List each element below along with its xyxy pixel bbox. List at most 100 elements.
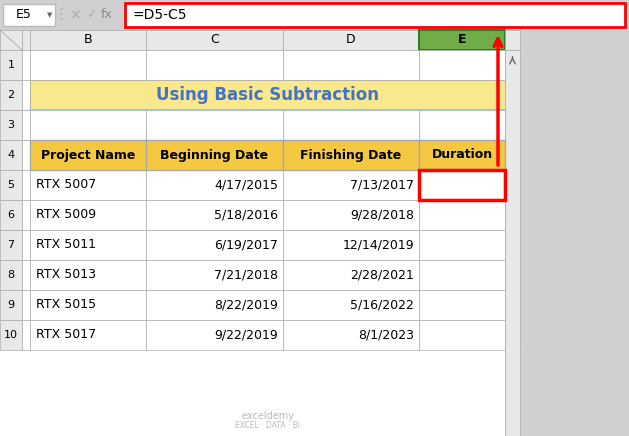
Bar	[419, 30, 505, 50]
Bar	[505, 230, 520, 260]
Bar	[0, 170, 22, 200]
Bar	[22, 230, 30, 260]
Text: ▼: ▼	[47, 12, 53, 18]
Text: RTX 5015: RTX 5015	[36, 299, 96, 311]
Bar	[419, 320, 505, 350]
Bar	[30, 30, 146, 50]
Text: fx: fx	[101, 8, 113, 21]
Bar	[0, 230, 22, 260]
Bar	[283, 320, 419, 350]
Bar	[146, 80, 283, 110]
Text: =D5-C5: =D5-C5	[133, 8, 187, 22]
Bar	[283, 260, 419, 290]
Text: E5: E5	[16, 8, 32, 21]
Text: B: B	[84, 34, 92, 47]
Text: 7: 7	[8, 240, 14, 250]
Text: 8/1/2023: 8/1/2023	[358, 328, 414, 341]
Text: Using Basic Subtraction: Using Basic Subtraction	[156, 86, 379, 104]
Bar	[30, 260, 146, 290]
Text: ⋮: ⋮	[53, 7, 69, 23]
Bar	[146, 200, 283, 230]
Bar	[505, 110, 520, 140]
Bar	[283, 290, 419, 320]
Text: RTX 5017: RTX 5017	[36, 328, 96, 341]
Bar	[505, 260, 520, 290]
Bar	[22, 80, 30, 110]
Text: 818: 818	[476, 178, 500, 191]
Bar	[0, 290, 22, 320]
Bar	[283, 110, 419, 140]
Text: 1: 1	[8, 60, 14, 70]
Bar	[283, 230, 419, 260]
Bar	[22, 260, 30, 290]
Text: 9: 9	[8, 300, 14, 310]
Text: 12/14/2019: 12/14/2019	[342, 238, 414, 252]
Bar	[505, 80, 520, 110]
Text: RTX 5007: RTX 5007	[36, 178, 96, 191]
Text: D: D	[346, 34, 356, 47]
Bar	[30, 230, 146, 260]
Bar	[146, 140, 283, 170]
Bar	[0, 260, 22, 290]
Bar	[283, 30, 419, 50]
Text: 5: 5	[8, 180, 14, 190]
Text: E: E	[458, 34, 466, 47]
Text: 6/19/2017: 6/19/2017	[214, 238, 278, 252]
Bar	[419, 50, 505, 80]
Text: Finishing Date: Finishing Date	[301, 149, 402, 161]
Text: EXCEL · DATA · BI: EXCEL · DATA · BI	[235, 420, 300, 429]
Text: Project Name: Project Name	[41, 149, 135, 161]
Text: 7/21/2018: 7/21/2018	[214, 269, 278, 282]
Bar	[30, 140, 146, 170]
Bar	[505, 290, 520, 320]
Bar	[419, 290, 505, 320]
Bar	[419, 110, 505, 140]
Bar	[0, 320, 22, 350]
Bar	[22, 200, 30, 230]
Bar	[125, 3, 625, 27]
Text: 2/28/2021: 2/28/2021	[350, 269, 414, 282]
Bar	[0, 110, 22, 140]
Bar	[283, 80, 419, 110]
Text: 2: 2	[8, 90, 14, 100]
Bar	[30, 80, 505, 110]
Bar	[30, 110, 146, 140]
Bar	[505, 30, 520, 50]
Bar	[505, 50, 520, 436]
Text: Duration: Duration	[431, 149, 493, 161]
Bar	[419, 170, 505, 200]
Bar	[146, 320, 283, 350]
Bar	[146, 110, 283, 140]
Bar	[0, 140, 22, 170]
Text: 9/28/2018: 9/28/2018	[350, 208, 414, 221]
Text: ×: ×	[69, 8, 81, 22]
Bar	[283, 140, 419, 170]
Bar	[419, 80, 505, 110]
Bar	[146, 140, 283, 170]
Bar	[283, 170, 419, 200]
Bar	[0, 30, 22, 50]
Bar	[22, 140, 30, 170]
Text: 4/17/2015: 4/17/2015	[214, 178, 278, 191]
Bar	[0, 50, 505, 436]
Bar	[0, 50, 22, 80]
Text: Beginning Date: Beginning Date	[160, 149, 269, 161]
Bar	[22, 50, 30, 80]
Bar	[30, 80, 146, 110]
Text: 5/18/2016: 5/18/2016	[214, 208, 278, 221]
Bar	[146, 230, 283, 260]
Bar	[419, 260, 505, 290]
Bar	[22, 290, 30, 320]
Text: 3: 3	[8, 120, 14, 130]
Bar	[30, 200, 146, 230]
Bar	[146, 260, 283, 290]
Text: C: C	[210, 34, 219, 47]
Bar	[146, 170, 283, 200]
Bar	[0, 80, 22, 110]
Bar	[505, 320, 520, 350]
Bar	[146, 290, 283, 320]
Bar	[30, 170, 146, 200]
Bar	[0, 0, 629, 30]
Text: 4: 4	[8, 150, 14, 160]
Bar	[283, 200, 419, 230]
